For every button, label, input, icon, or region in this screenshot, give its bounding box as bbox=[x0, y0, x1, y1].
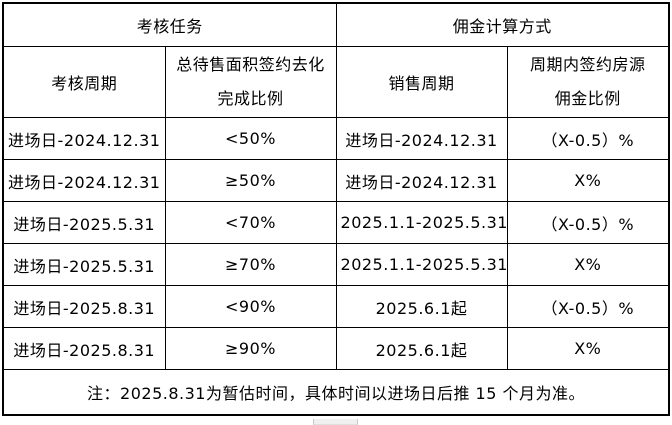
table-row: 进场日-2025.5.31 <70% 2025.1.1-2025.5.31 （X… bbox=[2, 201, 670, 244]
cell-commission-rate: （X-0.5）% bbox=[506, 201, 670, 244]
table-row-group-header: 考核任务 佣金计算方式 bbox=[2, 2, 670, 47]
table-row: 进场日-2025.8.31 <90% 2025.6.1起 （X-0.5）% bbox=[2, 285, 670, 328]
cell-completion-ratio: <50% bbox=[164, 117, 337, 160]
cell-assessment-period: 进场日-2025.8.31 bbox=[2, 327, 166, 370]
cell-completion-ratio: ≥90% bbox=[164, 327, 337, 370]
cell-commission-rate: X% bbox=[506, 159, 670, 202]
column-header-completion-ratio-line2: 完成比例 bbox=[217, 89, 284, 108]
cell-commission-rate: （X-0.5）% bbox=[506, 117, 670, 160]
table-row: 进场日-2024.12.31 ≥50% 进场日-2024.12.31 X% bbox=[2, 159, 670, 202]
column-header-sales-period: 销售周期 bbox=[335, 46, 508, 118]
cell-commission-rate: （X-0.5）% bbox=[506, 285, 670, 328]
table-row: 进场日-2025.5.31 ≥70% 2025.1.1-2025.5.31 X% bbox=[2, 243, 670, 286]
cell-sales-period: 2025.6.1起 bbox=[335, 327, 508, 370]
cell-sales-period: 进场日-2024.12.31 bbox=[335, 159, 508, 202]
column-header-commission-rate: 周期内签约房源 佣金比例 bbox=[506, 46, 670, 118]
cell-sales-period: 2025.1.1-2025.5.31 bbox=[335, 201, 508, 244]
commission-table: 考核任务 佣金计算方式 考核周期 总待售面积签约去化 完成比例 销售周期 周期内… bbox=[2, 2, 671, 416]
table-resize-handle[interactable] bbox=[313, 419, 358, 425]
cell-completion-ratio: <70% bbox=[164, 201, 337, 244]
column-header-commission-rate-line1: 周期内签约房源 bbox=[530, 55, 646, 74]
table-row-note: 注：2025.8.31为暂估时间，具体时间以进场日后推 15 个月为准。 bbox=[2, 369, 670, 416]
cell-completion-ratio: ≥70% bbox=[164, 243, 337, 286]
column-header-completion-ratio: 总待售面积签约去化 完成比例 bbox=[164, 46, 337, 118]
column-header-completion-ratio-line1: 总待售面积签约去化 bbox=[176, 55, 325, 74]
table-row: 进场日-2025.8.31 ≥90% 2025.6.1起 X% bbox=[2, 327, 670, 370]
cell-commission-rate: X% bbox=[506, 327, 670, 370]
column-header-assessment-period: 考核周期 bbox=[2, 46, 166, 118]
cell-sales-period: 进场日-2024.12.31 bbox=[335, 117, 508, 160]
cell-commission-rate: X% bbox=[506, 243, 670, 286]
cell-assessment-period: 进场日-2025.5.31 bbox=[2, 243, 166, 286]
cell-completion-ratio: <90% bbox=[164, 285, 337, 328]
cell-assessment-period: 进场日-2025.5.31 bbox=[2, 201, 166, 244]
cell-assessment-period: 进场日-2024.12.31 bbox=[2, 117, 166, 160]
table-row-column-header: 考核周期 总待售面积签约去化 完成比例 销售周期 周期内签约房源 佣金比例 bbox=[2, 46, 670, 118]
cell-completion-ratio: ≥50% bbox=[164, 159, 337, 202]
column-header-commission-rate-line2: 佣金比例 bbox=[554, 89, 621, 108]
cell-assessment-period: 进场日-2024.12.31 bbox=[2, 159, 166, 202]
cell-sales-period: 2025.1.1-2025.5.31 bbox=[335, 243, 508, 286]
table-footnote: 注：2025.8.31为暂估时间，具体时间以进场日后推 15 个月为准。 bbox=[2, 369, 670, 416]
group-header-assessment-task: 考核任务 bbox=[2, 2, 337, 47]
group-header-commission-method: 佣金计算方式 bbox=[335, 2, 670, 47]
cell-assessment-period: 进场日-2025.8.31 bbox=[2, 285, 166, 328]
cell-sales-period: 2025.6.1起 bbox=[335, 285, 508, 328]
table-row: 进场日-2024.12.31 <50% 进场日-2024.12.31 （X-0.… bbox=[2, 117, 670, 160]
